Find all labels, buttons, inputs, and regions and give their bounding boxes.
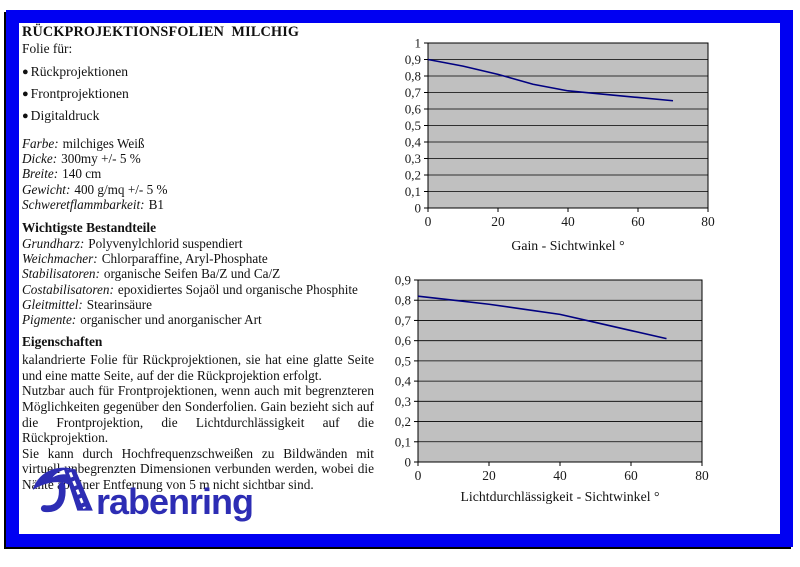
component-value: organischer und anorganischer Art [80,312,262,328]
property-value: 400 g/mq +/- 5 % [74,181,168,197]
property-row: Schweretflammbarkeit: B1 [22,197,374,212]
component-label: Weichmacher: [22,251,98,267]
component-label: Costabilisatoren: [22,281,114,297]
svg-text:0,3: 0,3 [395,394,411,409]
property-row: Farbe: milchiges Weiß [22,136,374,151]
svg-text:0,2: 0,2 [405,168,421,183]
svg-text:0,7: 0,7 [395,313,412,328]
component-row: Weichmacher: Chlorparaffine, Aryl-Phospha… [22,251,374,266]
svg-text:60: 60 [624,468,638,483]
property-label: Dicke: [22,151,58,167]
svg-text:0,2: 0,2 [395,414,411,429]
svg-text:0,6: 0,6 [405,102,422,117]
svg-text:Lichtdurchlässigkeit - Sicht: Lichtdurchlässigkeit - Sichtwinkel ° [460,489,659,504]
svg-text:0,4: 0,4 [395,374,412,389]
property-value: 140 cm [62,166,102,182]
eigenschaften-section: Eigenschaften kalandrierte Folie für Rüc… [22,334,374,492]
svg-text:0: 0 [425,214,432,229]
bullet-icon: ● [22,66,29,78]
svg-text:0,4: 0,4 [405,135,422,150]
property-label: Gewicht: [22,181,71,197]
property-label: Farbe: [22,136,59,151]
property-label: Schweretflammbarkeit: [22,196,145,212]
component-value: Stearinsäure [86,296,152,312]
component-row: Gleitmittel: Stearinsäure [22,297,374,312]
svg-text:0: 0 [415,468,422,483]
property-label: Breite: [22,166,59,182]
component-value: Polyvenylchlorid suspendiert [88,236,243,252]
svg-text:80: 80 [695,468,709,483]
logo-text-bold: ring [189,481,254,522]
svg-text:80: 80 [701,214,715,229]
section-heading: Eigenschaften [22,334,103,350]
svg-text:20: 20 [491,214,505,229]
film-properties: Farbe: milchiges Weiß Dicke: 300my +/- 5 %… [22,136,374,212]
component-row: Grundharz: Polyvenylchlorid suspendiert [22,236,374,251]
svg-text:40: 40 [561,214,575,229]
component-value: organische Seifen Ba/Z und Ca/Z [103,266,281,282]
gain-chart: 1 0,9 0,8 0,7 0,6 0,5 0,4 0,3 0,2 0,1 0 0 20 40 60 80 Ga… [385,28,730,268]
list-item: ● Rückprojektionen [22,61,374,83]
components-section: Wichtigste Bestandteile Grundharz: Polyve… [22,220,374,327]
svg-text:0,1: 0,1 [405,184,421,199]
list-item-label: Frontprojektionen [30,86,129,101]
paragraph: Sie kann durch Hochfrequenzschweißen zu … [22,445,374,492]
list-item: ● Digitaldruck [22,105,374,127]
svg-text:20: 20 [482,468,496,483]
transmission-chart: 0,9 0,8 0,7 0,6 0,5 0,4 0,3 0,2 0,1 0 0 20 40 60 80 Lic… [385,270,730,515]
svg-text:0,8: 0,8 [395,293,411,308]
component-label: Stabilisatoren: [22,266,100,282]
component-row: Pigmente: organischer und anorganischer A… [22,312,374,327]
datasheet-text-column: RÜCKPROJEKTIONSFOLIEN MILCHIG Folie für:… [22,24,374,493]
svg-text:0,9: 0,9 [405,52,421,67]
svg-text:0,7: 0,7 [405,85,422,100]
rabenring-logo-mark [32,467,93,513]
property-value: B1 [148,196,164,212]
bullet-icon: ● [22,88,29,100]
component-label: Grundharz: [22,236,85,252]
svg-text:0: 0 [405,455,412,470]
component-row: Stabilisatoren: organische Seifen Ba/Z un… [22,266,374,281]
list-item-label: Digitaldruck [30,108,100,123]
svg-text:Gain - Sichtwinkel °: Gain - Sichtwinkel ° [511,238,624,253]
svg-text:40: 40 [553,468,567,483]
subtitle: Folie für: [22,41,73,56]
paragraph: kalandrierte Folie für Rückprojektionen,… [22,352,374,383]
list-item: ● Frontprojektionen [22,83,374,105]
logo-text-regular: raben [96,481,190,522]
component-label: Gleitmittel: [22,296,83,312]
use-case-list: ● Rückprojektionen ● Frontprojektionen ● Di… [22,61,374,127]
svg-text:0,5: 0,5 [395,353,411,368]
eigenschaften-text: kalandrierte Folie für Rückprojektionen,… [22,352,374,492]
component-value: Chlorparaffine, Aryl-Phosphate [101,251,268,267]
component-row: Costabilisatoren: epoxidiertes Sojaöl und… [22,282,374,297]
bullet-icon: ● [22,110,29,122]
property-row: Dicke: 300my +/- 5 % [22,151,374,166]
property-value: milchiges Weiß [62,136,145,151]
svg-text:60: 60 [631,214,645,229]
svg-text:0,9: 0,9 [395,273,411,288]
section-heading: Wichtigste Bestandteile [22,220,157,236]
logo-wordmark: rabenring [96,481,254,522]
property-value: 300my +/- 5 % [61,151,141,167]
rabenring-logo: rabenring [30,462,254,524]
svg-text:0,5: 0,5 [405,118,421,133]
property-row: Gewicht: 400 g/mq +/- 5 % [22,182,374,197]
svg-text:0,3: 0,3 [405,151,421,166]
property-row: Breite: 140 cm [22,166,374,181]
svg-text:0,6: 0,6 [395,333,412,348]
page-title: RÜCKPROJEKTIONSFOLIEN MILCHIG [22,24,300,40]
svg-text:0: 0 [415,201,422,216]
svg-text:0,1: 0,1 [395,434,411,449]
component-value: epoxidiertes Sojaöl und organische Phosp… [117,281,358,297]
component-label: Pigmente: [22,312,77,328]
svg-text:0,8: 0,8 [405,69,421,84]
list-item-label: Rückprojektionen [30,64,129,79]
svg-text:1: 1 [415,36,422,51]
paragraph: Nutzbar auch für Frontprojektionen, wenn… [22,383,374,446]
